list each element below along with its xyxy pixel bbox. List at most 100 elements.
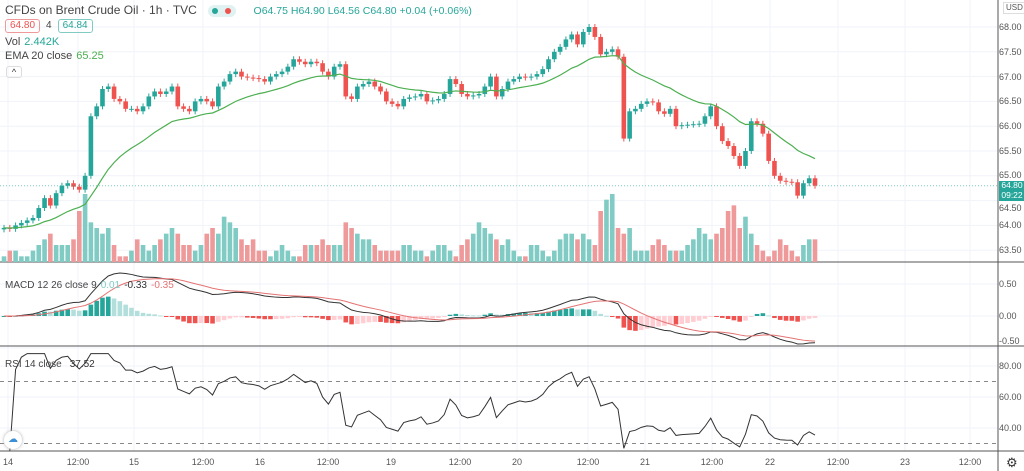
candle-body: [181, 106, 186, 109]
cloud-icon[interactable]: ☁: [4, 431, 22, 449]
volume-bar: [748, 233, 754, 262]
volume-bar: [511, 250, 517, 262]
candle-body: [250, 77, 256, 79]
macd-histogram-bar: [650, 316, 656, 328]
candle-body: [134, 108, 140, 112]
macd-histogram-bar: [627, 316, 632, 331]
candle-body: [609, 49, 615, 52]
candle-body: [494, 76, 499, 97]
macd-histogram-bar: [598, 313, 603, 316]
candle-body: [256, 78, 262, 80]
macd-histogram-bar: [262, 316, 267, 320]
macd-histogram-bar: [169, 316, 175, 317]
bid-button[interactable]: 64.80: [5, 19, 41, 33]
macd-histogram-bar: [812, 316, 818, 318]
volume-bar: [407, 245, 412, 262]
candle-body: [563, 39, 569, 47]
candle-body: [123, 101, 128, 109]
candle-body: [667, 108, 673, 114]
volume-legend[interactable]: Vol 2.442K: [5, 36, 59, 49]
candle-body: [71, 183, 76, 187]
macd-legend[interactable]: MACD 12 26 close 9 0.01 -0.33 -0.35: [5, 279, 174, 292]
candle-body: [801, 183, 806, 196]
candle-body: [129, 108, 134, 110]
symbol-title[interactable]: CFDs on Brent Crude Oil · 1h · TVC: [5, 3, 197, 17]
volume-bar: [546, 256, 551, 262]
candle-body: [737, 155, 742, 166]
settings-gear-icon[interactable]: ⚙: [1006, 455, 1018, 470]
rsi-legend[interactable]: RSI 14 close 37.52: [5, 358, 95, 371]
volume-bar: [801, 245, 806, 262]
macd-histogram-bar: [181, 316, 186, 322]
volume-bar: [523, 256, 528, 262]
candle-body: [192, 101, 198, 112]
ema-legend[interactable]: EMA 20 close 65.25: [5, 50, 104, 63]
candle-body: [534, 74, 540, 77]
candle-body: [633, 108, 638, 112]
macd-histogram-bar: [152, 314, 157, 316]
price-tick: 68.00: [999, 22, 1022, 32]
macd-histogram-bar: [806, 316, 812, 319]
macd-histogram-bar: [436, 316, 441, 318]
macd-histogram-bar: [494, 314, 499, 316]
collapse-legend-button[interactable]: ^: [6, 66, 22, 78]
macd-histogram-bar: [100, 297, 105, 316]
candle-body: [470, 95, 476, 97]
open-value: O64.75: [253, 5, 288, 17]
candle-body: [314, 61, 320, 64]
ask-button[interactable]: 64.84: [57, 19, 93, 33]
candle-body: [708, 106, 714, 117]
time-tick: 14: [2, 457, 14, 467]
candle-body: [378, 86, 383, 92]
macd-histogram-bar: [401, 316, 407, 323]
macd-histogram-bar: [725, 316, 731, 319]
rsi-line: [9, 353, 816, 452]
candle-body: [441, 93, 447, 99]
price-tick: 65.50: [999, 146, 1022, 156]
volume-bar: [146, 250, 152, 262]
volume-bar: [19, 256, 24, 262]
candle-body: [650, 101, 656, 103]
volume-bar: [760, 250, 766, 262]
volume-bar: [82, 194, 88, 262]
candle-body: [100, 89, 105, 107]
candle-body: [331, 66, 337, 77]
price-tick: 67.50: [999, 46, 1022, 57]
macd-histogram-bar: [418, 316, 424, 319]
candle-body: [24, 220, 30, 223]
volume-bar: [134, 239, 140, 262]
macd-histogram-bar: [53, 310, 59, 316]
change-value: +0.04 (+0.06%): [399, 5, 472, 17]
volume-bar: [366, 239, 372, 262]
candle-body: [111, 86, 117, 99]
macd-histogram-bar: [459, 314, 464, 316]
macd-histogram-bar: [540, 312, 546, 316]
last-price-label: 64.80 09:22: [999, 180, 1024, 201]
candle-body: [725, 141, 731, 147]
volume-bar: [314, 245, 320, 262]
volume-bar: [609, 194, 615, 262]
currency-label[interactable]: USD: [1003, 2, 1024, 14]
macd-value: -0.33: [124, 280, 147, 291]
candle-body: [748, 121, 754, 151]
candle-body: [615, 49, 621, 57]
candle-body: [528, 76, 534, 78]
macd-histogram-bar: [94, 300, 99, 316]
volume-bar: [152, 245, 157, 262]
macd-histogram-bar: [534, 313, 540, 316]
candle-body: [65, 183, 71, 186]
macd-signal-line: [3, 278, 816, 342]
volume-bar: [279, 245, 285, 262]
volume-bar: [30, 250, 36, 262]
volume-bar: [731, 205, 737, 262]
macd-histogram-bar: [430, 316, 435, 319]
candle-body: [783, 180, 789, 182]
candle-body: [412, 96, 418, 98]
macd-histogram-bar: [488, 313, 493, 316]
candle-body: [216, 86, 221, 107]
volume-bar: [488, 233, 493, 262]
candle-body: [198, 98, 204, 102]
macd-histogram-bar: [766, 315, 771, 317]
time-tick: 12:00: [826, 457, 850, 467]
